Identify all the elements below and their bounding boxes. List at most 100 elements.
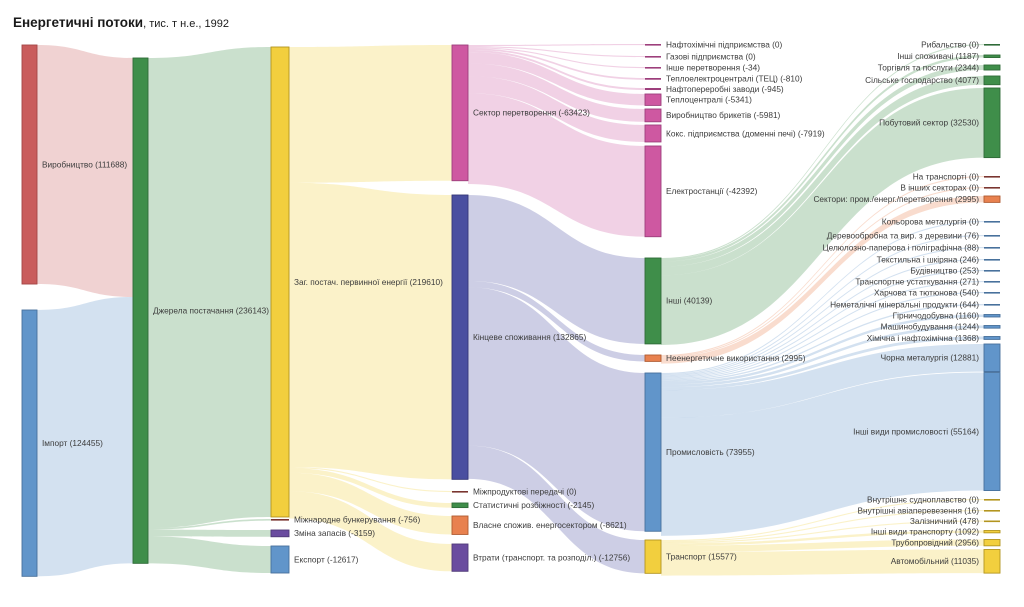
sankey-label-gazovi: Газові підприємства (0) <box>666 52 756 62</box>
sankey-link-promysl-trans_ust <box>661 281 984 380</box>
sankey-link-zag-sektor <box>289 45 452 183</box>
sankey-node-budiv <box>984 270 1000 272</box>
sankey-label-transp: Транспорт (15577) <box>666 551 737 561</box>
sankey-link-transp-avia <box>661 510 984 543</box>
sankey-node-sudno <box>984 499 1000 501</box>
sankey-label-rybal: Рибальство (0) <box>921 40 979 50</box>
sankey-node-in_spozh <box>983 54 1001 58</box>
sankey-node-kintseve <box>451 194 469 480</box>
sankey-link-neenerg-sektory <box>661 196 984 364</box>
sankey-label-sektory: Сектори: пром./енерг./перетворення (2995… <box>813 194 979 204</box>
sankey-link-zag-statist <box>289 468 452 508</box>
sankey-label-derevo: Деревообробна та вир. з деревини (76) <box>827 231 979 241</box>
sankey-label-eksport: Експорт (-12617) <box>294 554 359 564</box>
sankey-link-promysl-chorna <box>661 344 984 418</box>
sankey-label-neenerg: Неенергетичне використання (2995) <box>666 353 806 363</box>
sankey-label-trans_ust: Транспортне устаткування (271) <box>855 277 979 287</box>
sankey-node-avia <box>984 510 1000 512</box>
sankey-node-silske <box>983 75 1001 86</box>
sankey-node-v_inshyh <box>984 187 1000 189</box>
sankey-link-promysl-derevo <box>661 235 984 376</box>
sankey-node-teplots <box>644 93 662 106</box>
sankey-node-inshi <box>644 257 662 345</box>
sankey-node-statist <box>451 502 469 509</box>
sankey-link-transp-trubo <box>661 539 984 552</box>
sankey-node-derevo <box>984 235 1000 237</box>
sankey-label-zmina: Зміна запасів (-3159) <box>294 528 375 538</box>
chart-title-main: Енергетичні потоки <box>13 15 144 30</box>
sankey-label-na_transp: На транспорті (0) <box>913 172 980 182</box>
sankey-node-tselyul <box>984 247 1000 249</box>
sankey-link-kintseve-transp <box>468 445 645 574</box>
sankey-label-trubo: Трубопровідний (2956) <box>891 537 979 547</box>
sankey-label-bunker: Міжнародне бункерування (-756) <box>294 515 420 525</box>
sankey-node-mashyn <box>983 325 1001 329</box>
sankey-label-dzherela: Джерела постачання (236143) <box>153 305 269 315</box>
sankey-label-kintseve: Кінцеве споживання (132865) <box>473 332 586 342</box>
sankey-node-sektory <box>983 195 1001 203</box>
sankey-link-neenerg-v_inshyh <box>661 187 984 358</box>
sankey-link-sektor-inshe_per <box>468 47 645 69</box>
sankey-label-inshi_tr: Інші види транспорту (1092) <box>871 526 979 536</box>
sankey-link-transp-zalizn <box>661 520 984 544</box>
sankey-label-koks: Кокс. підприємства (доменні печі) (-7919… <box>666 128 825 138</box>
sankey-label-torg: Торгівля та послуги (2344) <box>878 62 979 72</box>
chart-title: Енергетичні потоки, тис. т н.е., 1992 <box>13 14 229 32</box>
sankey-node-transp <box>644 539 662 574</box>
sankey-node-zag <box>270 46 290 518</box>
sankey-link-sektor-teplots <box>468 52 645 106</box>
sankey-label-girnych: Гірничодобувна (1160) <box>893 311 980 321</box>
sankey-node-tets <box>645 78 661 80</box>
sankey-link-import-dzherela <box>37 297 133 577</box>
sankey-label-in_spozh: Інші споживачі (1187) <box>897 51 979 61</box>
sankey-node-koks <box>644 124 662 143</box>
sankey-link-zag-vlasne <box>289 472 452 535</box>
sankey-label-zag: Заг. постач. первинної енергії (219610) <box>294 277 443 287</box>
sankey-node-promysl <box>644 372 662 532</box>
sankey-node-kolor <box>984 221 1000 223</box>
sankey-link-sektor-elektro <box>468 93 645 237</box>
sankey-label-budiv: Будівництво (253) <box>910 266 979 276</box>
sankey-label-avia: Внутрішні авіаперевезення (16) <box>857 506 979 516</box>
sankey-link-sektor-koks <box>468 76 645 142</box>
sankey-label-inshe_per: Інше перетворення (-34) <box>666 63 760 73</box>
sankey-link-promysl-girnych <box>661 314 984 385</box>
sankey-node-neenerg <box>644 354 662 362</box>
sankey-node-na_transp <box>984 176 1000 178</box>
sankey-node-khim <box>983 336 1001 340</box>
sankey-label-virob: Виробництво (111688) <box>42 159 127 169</box>
sankey-link-sektor-brykety <box>468 63 645 122</box>
sankey-link-promysl-kolor <box>661 221 984 375</box>
sankey-label-tekstyl: Текстильна і шкіряна (246) <box>877 255 980 265</box>
sankey-link-sektor-gazovi <box>468 46 645 58</box>
sankey-link-promysl-nemetal <box>661 304 984 383</box>
sankey-label-elektro: Електростанції (-42392) <box>666 186 758 196</box>
sankey-link-virob-dzherela <box>37 45 133 298</box>
sankey-label-avto: Автомобільний (11035) <box>891 556 980 566</box>
sankey-node-tekstyl <box>984 259 1000 261</box>
sankey-label-vlasne: Власне спожив. енергосектором (-8621) <box>473 520 627 530</box>
sankey-link-dzherela-zmina <box>148 529 271 537</box>
sankey-label-zalizn: Залізничний (478) <box>910 516 979 526</box>
sankey-label-khim: Хімічна і нафтохімічна (1368) <box>867 333 980 343</box>
sankey-label-brykety: Виробництво брикетів (-5981) <box>666 110 781 120</box>
sankey-link-inshi-pobut <box>661 88 984 345</box>
sankey-label-teplots: Теплоцентралі (-5341) <box>666 95 752 105</box>
sankey-node-girnych <box>983 314 1001 318</box>
sankey-node-trubo <box>983 539 1001 547</box>
chart-title-suffix: , тис. т н.е., 1992 <box>143 18 229 30</box>
sankey-label-v_inshyh: В інших секторах (0) <box>900 183 979 193</box>
sankey-link-kintseve-neenerg <box>468 280 645 362</box>
sankey-label-import: Імпорт (124455) <box>42 438 103 448</box>
sankey-link-promysl-budiv <box>661 270 984 379</box>
sankey-label-nemetal: Неметалічні мінеральні продукти (644) <box>830 300 979 310</box>
sankey-label-promysl: Промисловість (73955) <box>666 447 755 457</box>
sankey-node-virob <box>21 44 38 285</box>
sankey-label-silske: Сільське господарство (4077) <box>865 75 979 85</box>
sankey-node-naftokhim <box>645 44 661 46</box>
sankey-node-torg <box>983 64 1001 71</box>
sankey-node-trans_ust <box>984 281 1000 283</box>
sankey-label-mashyn: Машинобудування (1244) <box>881 322 980 332</box>
sankey-link-inshi-rybal <box>661 44 984 260</box>
sankey-node-avto <box>983 549 1001 574</box>
